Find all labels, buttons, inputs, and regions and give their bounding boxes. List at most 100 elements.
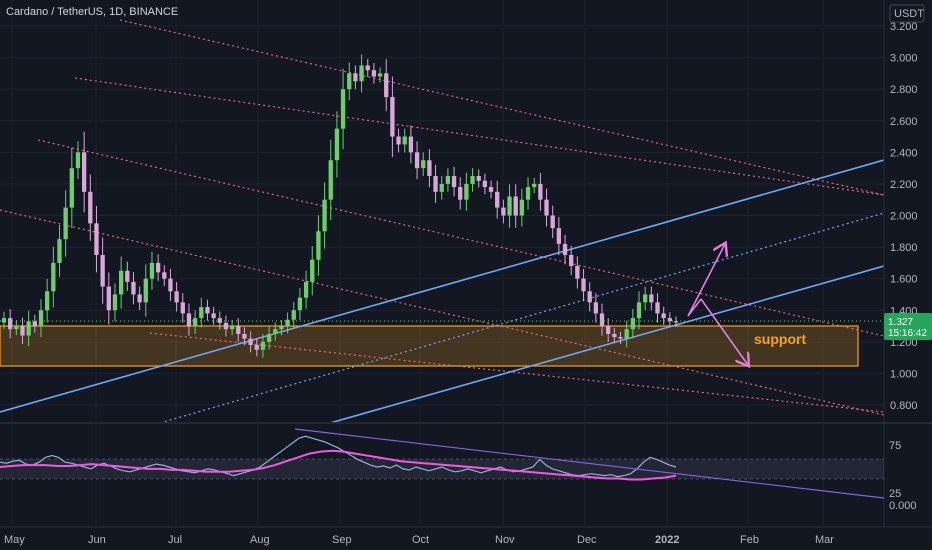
candle-body bbox=[612, 333, 617, 338]
candle-body bbox=[180, 302, 185, 314]
candle-body bbox=[396, 136, 401, 145]
candle-body bbox=[229, 326, 235, 330]
candle-body bbox=[118, 270, 124, 295]
channel-line bbox=[0, 209, 884, 416]
candle-body bbox=[106, 286, 111, 311]
candle-body bbox=[513, 196, 518, 216]
time-tick-label: Dec bbox=[577, 534, 597, 546]
candle-body bbox=[365, 65, 370, 71]
trendline-lower bbox=[330, 265, 884, 422]
candle-body bbox=[168, 278, 173, 292]
time-tick-label: Nov bbox=[495, 534, 515, 546]
price-tick-label: 2.400 bbox=[890, 147, 918, 159]
candle-body bbox=[525, 187, 531, 200]
candle-body bbox=[260, 341, 266, 350]
candle-body bbox=[599, 313, 605, 327]
candle-body bbox=[254, 344, 259, 350]
candle-body bbox=[297, 297, 303, 311]
candle-body bbox=[606, 326, 611, 334]
candle-body bbox=[445, 176, 451, 184]
candle-body bbox=[248, 338, 253, 345]
candle-body bbox=[69, 168, 74, 208]
price-candles bbox=[1, 54, 679, 358]
candle-body bbox=[488, 187, 494, 192]
candle-body bbox=[162, 272, 167, 279]
candle-body bbox=[384, 73, 389, 98]
price-tick-label: 1.800 bbox=[890, 242, 918, 254]
candle-body bbox=[273, 329, 278, 334]
candle-body bbox=[538, 183, 543, 200]
candle-body bbox=[575, 266, 580, 279]
candle-body bbox=[544, 199, 549, 216]
candle-body bbox=[285, 319, 290, 327]
candle-body bbox=[464, 183, 469, 200]
candle-body bbox=[414, 152, 420, 169]
channel-line bbox=[74, 77, 884, 196]
price-tick-label: 1.000 bbox=[890, 368, 918, 380]
candle-body bbox=[100, 254, 105, 287]
channel-line bbox=[37, 139, 884, 337]
candle-body bbox=[266, 333, 272, 342]
candle-body bbox=[476, 176, 481, 181]
candle-body bbox=[624, 329, 629, 339]
candle-body bbox=[649, 294, 654, 303]
chart-title: Cardano / TetherUS, 1D, BINANCE bbox=[6, 6, 178, 18]
up-arrow bbox=[687, 244, 725, 317]
candle-body bbox=[439, 183, 444, 192]
candle-body bbox=[186, 313, 192, 327]
candle-body bbox=[88, 191, 93, 224]
candle-body bbox=[322, 199, 327, 232]
currency-label: USDT bbox=[894, 8, 924, 20]
time-tick-label: Oct bbox=[412, 534, 429, 546]
time-tick-label: Aug bbox=[250, 534, 270, 546]
candle-body bbox=[149, 262, 155, 279]
trendline-upper bbox=[0, 159, 884, 413]
candle-body bbox=[1, 318, 7, 323]
candle-body bbox=[316, 231, 321, 260]
candle-body bbox=[211, 313, 216, 319]
rsi-band bbox=[0, 459, 884, 479]
rsi-trendline bbox=[294, 428, 884, 499]
candle-body bbox=[347, 73, 352, 90]
candle-body bbox=[359, 65, 364, 82]
candle-body bbox=[587, 291, 592, 303]
time-tick-label: 2022 bbox=[655, 534, 679, 546]
candle-body bbox=[390, 97, 395, 137]
grid-lines bbox=[0, 25, 884, 406]
candle-body bbox=[205, 307, 210, 314]
time-tick-label: Jun bbox=[88, 534, 106, 546]
channel-line bbox=[119, 19, 884, 196]
candle-body bbox=[655, 302, 660, 314]
candle-body bbox=[57, 239, 62, 263]
time-tick-label: May bbox=[4, 534, 25, 546]
channel-line bbox=[149, 332, 884, 413]
candle-body bbox=[562, 243, 568, 255]
indicator-tick-75: 75 bbox=[889, 440, 901, 452]
candle-body bbox=[377, 73, 383, 77]
time-tick-label: Sep bbox=[332, 534, 352, 546]
price-tick-label: 2.600 bbox=[890, 116, 918, 128]
price-tick-label: 3.200 bbox=[890, 21, 918, 33]
candle-body bbox=[532, 183, 537, 188]
indicator-tick-25: 25 bbox=[889, 488, 901, 500]
price-tick-label: 0.800 bbox=[890, 400, 918, 412]
candle-body bbox=[550, 215, 555, 229]
candle-body bbox=[94, 223, 99, 255]
candle-body bbox=[371, 70, 377, 77]
candle-body bbox=[334, 128, 340, 161]
candle-body bbox=[408, 136, 414, 153]
price-tick-label: 2.200 bbox=[890, 179, 918, 191]
candle-body bbox=[137, 294, 142, 303]
candle-body bbox=[8, 318, 13, 330]
time-tick-label: Jul bbox=[168, 534, 182, 546]
currency-badge[interactable] bbox=[889, 4, 925, 23]
candle-body bbox=[501, 207, 506, 216]
candle-body bbox=[236, 326, 241, 334]
current-price-value: 1.327 bbox=[888, 317, 913, 328]
time-tick-label: Mar bbox=[815, 534, 834, 546]
candle-body bbox=[593, 302, 599, 314]
candle-body bbox=[556, 228, 562, 244]
candle-body bbox=[433, 176, 438, 192]
